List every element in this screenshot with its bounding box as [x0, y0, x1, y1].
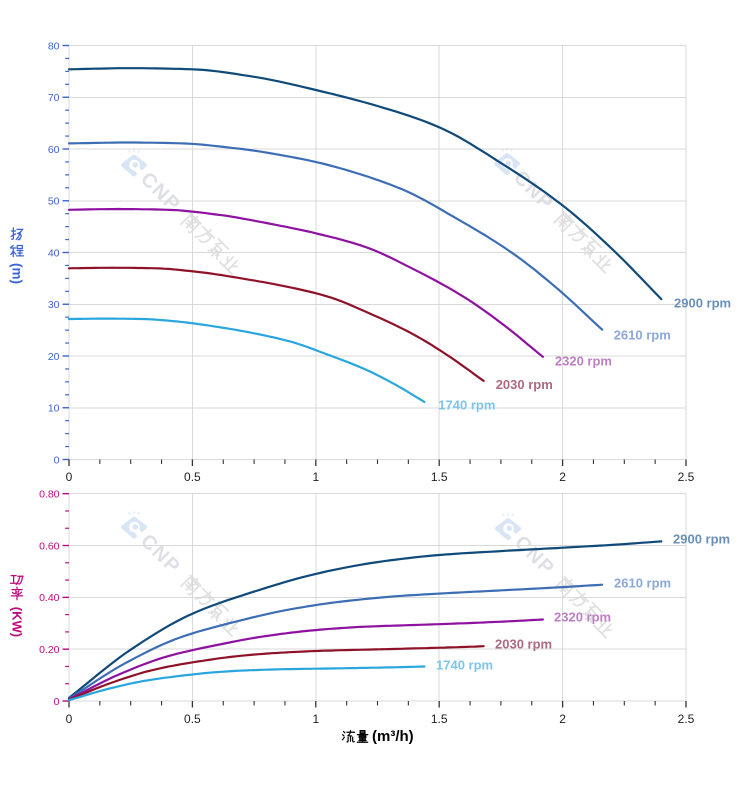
svg-text:1: 1	[312, 470, 319, 484]
svg-text:(KW): (KW)	[10, 607, 25, 637]
svg-text:0: 0	[54, 696, 60, 708]
svg-text:2.5: 2.5	[678, 470, 695, 484]
svg-text:1740 rpm: 1740 rpm	[438, 398, 495, 413]
svg-text:2900 rpm: 2900 rpm	[674, 295, 731, 310]
svg-text:2320 rpm: 2320 rpm	[555, 353, 612, 368]
svg-text:0: 0	[66, 470, 73, 484]
svg-text:20: 20	[48, 351, 60, 363]
svg-text:1.5: 1.5	[431, 470, 448, 484]
svg-text:0.80: 0.80	[39, 489, 60, 501]
svg-text:2320 rpm: 2320 rpm	[554, 610, 611, 625]
svg-text:0.5: 0.5	[184, 470, 201, 484]
svg-text:1: 1	[312, 712, 319, 726]
svg-text:0.5: 0.5	[184, 712, 201, 726]
svg-text:1.5: 1.5	[431, 712, 448, 726]
svg-text:1740 rpm: 1740 rpm	[436, 658, 493, 673]
svg-text:2900 rpm: 2900 rpm	[673, 532, 730, 547]
svg-text:2: 2	[559, 470, 566, 484]
svg-text:0.60: 0.60	[39, 540, 60, 552]
svg-text:(m³/h): (m³/h)	[372, 728, 414, 745]
svg-text:80: 80	[48, 40, 60, 52]
svg-text:10: 10	[48, 403, 60, 415]
svg-text:2: 2	[559, 712, 566, 726]
svg-text:50: 50	[48, 196, 60, 208]
svg-text:0: 0	[66, 712, 73, 726]
svg-text:(m): (m)	[10, 263, 25, 284]
svg-text:0.40: 0.40	[39, 592, 60, 604]
svg-text:0: 0	[54, 454, 60, 466]
svg-text:2610 rpm: 2610 rpm	[614, 327, 671, 342]
svg-text:30: 30	[48, 299, 60, 311]
svg-text:60: 60	[48, 144, 60, 156]
svg-text:2030 rpm: 2030 rpm	[496, 377, 553, 392]
svg-text:0.20: 0.20	[39, 644, 60, 656]
svg-text:2.5: 2.5	[678, 712, 695, 726]
svg-text:70: 70	[48, 92, 60, 104]
svg-text:2610 rpm: 2610 rpm	[614, 576, 671, 591]
svg-text:40: 40	[48, 247, 60, 259]
svg-text:2030 rpm: 2030 rpm	[495, 637, 552, 652]
